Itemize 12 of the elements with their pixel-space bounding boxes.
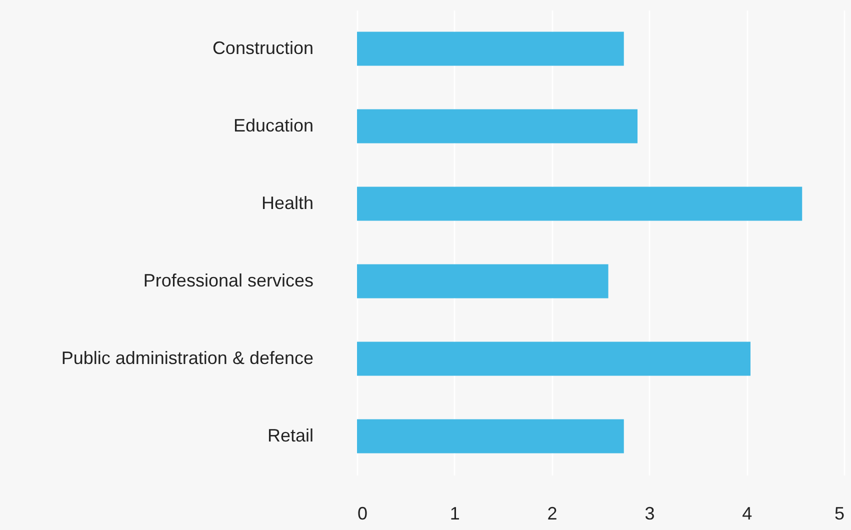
y-tick-label: Construction [212, 38, 314, 58]
y-tick-label: Health [261, 192, 314, 213]
y-tick-label: Education [233, 115, 314, 136]
y-tick-label: Retail [267, 425, 314, 446]
y-tick-label: Professional services [143, 270, 314, 290]
x-tick-label: 0 [358, 504, 368, 524]
y-tick-label: Public administration & defence [61, 348, 314, 368]
x-tick-label: 1 [450, 504, 460, 524]
x-tick-label: 2 [547, 504, 558, 524]
x-tick-label: 3 [644, 504, 655, 524]
x-tick-label: 5 [834, 504, 844, 524]
x-tick-label: 4 [742, 504, 752, 524]
